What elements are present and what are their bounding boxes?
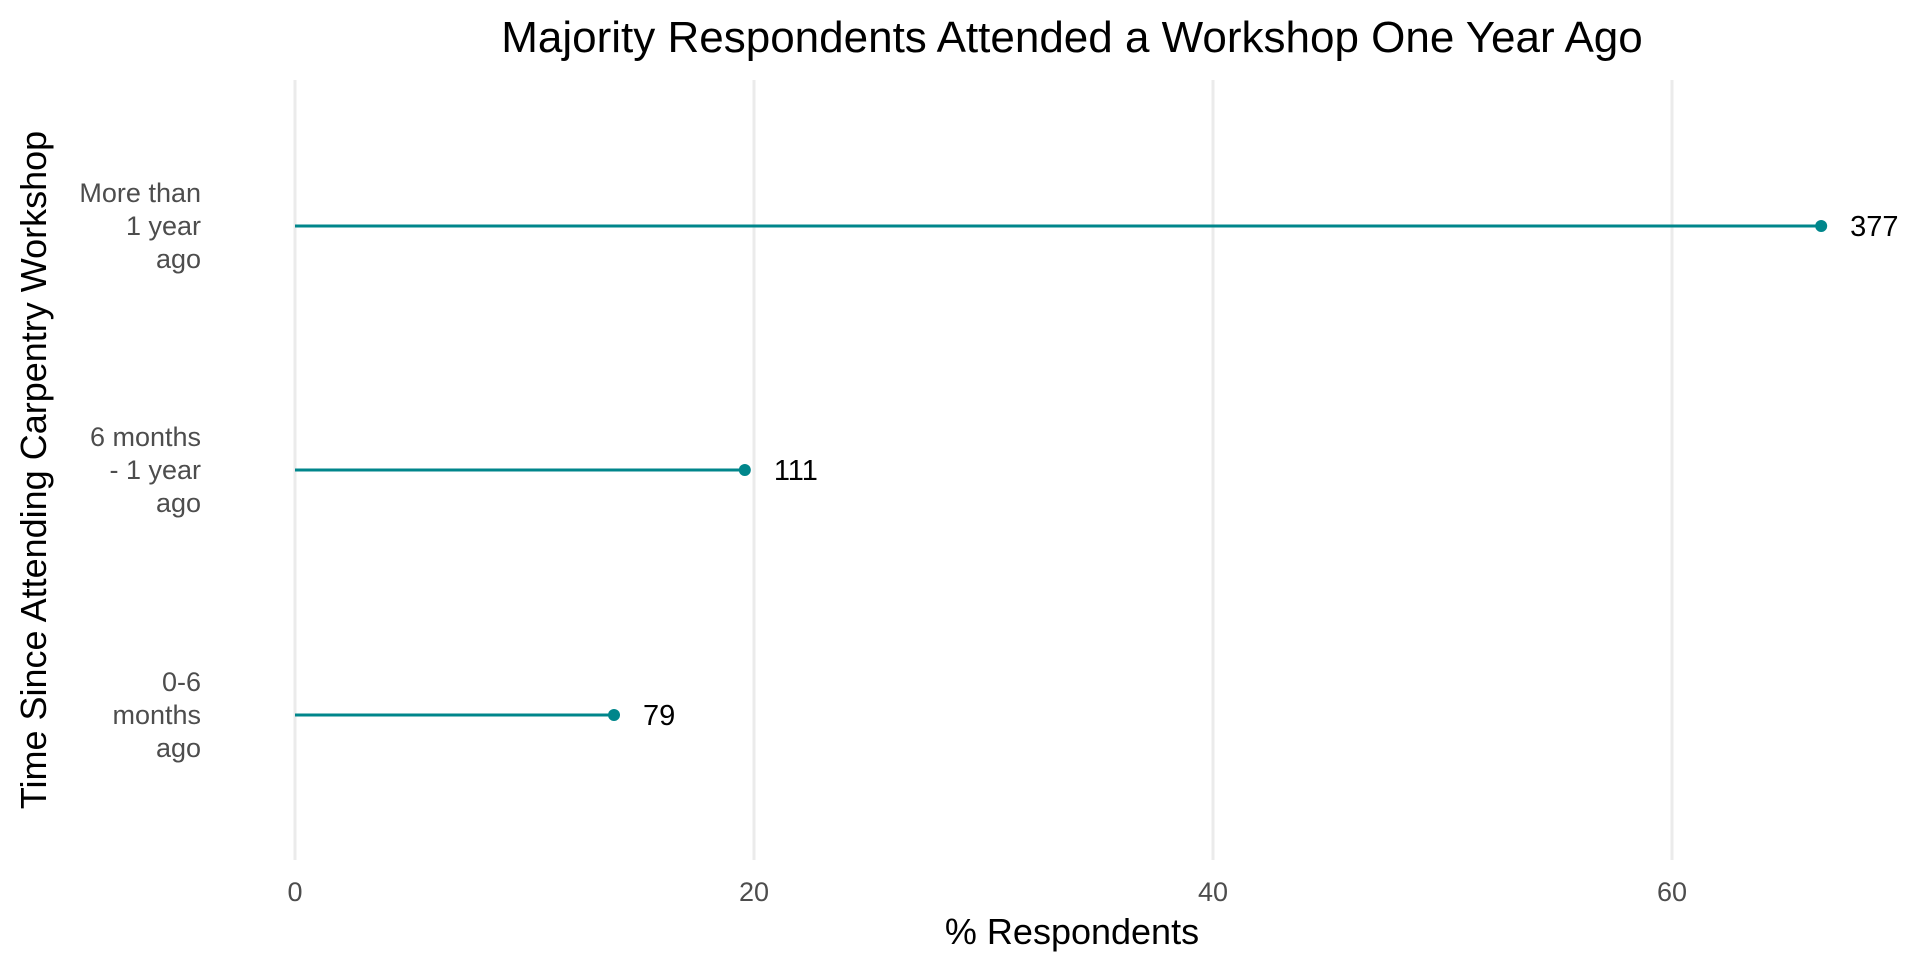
y-tick-label-0-1: 1 year — [126, 211, 201, 241]
x-axis-ticks: 0 20 40 60 — [287, 877, 1687, 907]
y-tick-label-1-1: - 1 year — [109, 455, 201, 485]
y-tick-label-1-0: 6 months — [90, 422, 201, 452]
chart-title: Majority Respondents Attended a Workshop… — [501, 13, 1643, 62]
data-label-2: 79 — [643, 700, 675, 732]
x-tick-label-20: 20 — [739, 877, 769, 907]
lollipop-point-1 — [738, 464, 751, 476]
lollipop-point-0 — [1815, 220, 1828, 232]
data-label-0: 377 — [1850, 211, 1898, 243]
y-axis-title: Time Since Attending Carpentry Workshop — [13, 131, 54, 809]
x-tick-label-60: 60 — [1657, 877, 1687, 907]
x-axis-title: % Respondents — [945, 911, 1199, 952]
y-tick-label-2-2: ago — [156, 733, 201, 763]
lollipop-point-2 — [608, 709, 621, 721]
x-tick-label-40: 40 — [1198, 877, 1228, 907]
y-tick-label-2-0: 0-6 — [162, 667, 201, 697]
chart-marks: 377 111 79 — [295, 211, 1899, 732]
y-tick-label-0-0: More than — [79, 178, 201, 208]
y-tick-label-1-2: ago — [156, 488, 201, 518]
y-tick-label-0-2: ago — [156, 244, 201, 274]
x-tick-label-0: 0 — [287, 877, 302, 907]
y-tick-label-2-1: months — [112, 700, 201, 730]
data-label-1: 111 — [774, 455, 818, 487]
